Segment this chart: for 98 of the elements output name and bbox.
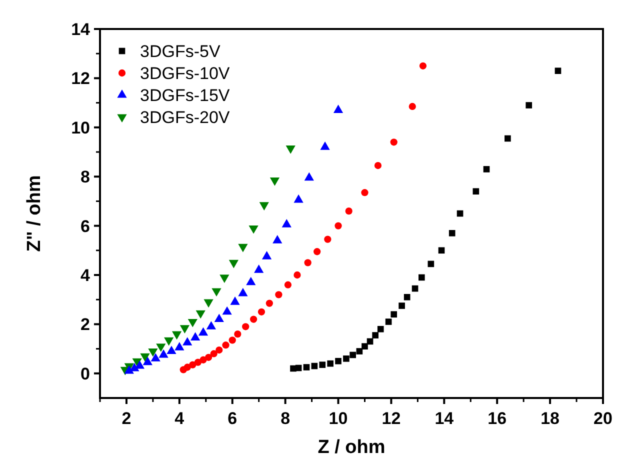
point <box>250 316 258 323</box>
point <box>304 259 312 266</box>
legend-label: 3DGFs-10V <box>140 64 230 83</box>
point <box>294 271 301 279</box>
point <box>206 321 216 330</box>
point <box>327 360 334 367</box>
point <box>228 336 236 344</box>
y-tick-label: 0 <box>80 364 90 384</box>
point <box>266 300 273 307</box>
y-tick-label: 4 <box>80 266 91 285</box>
x-tick-label: 12 <box>382 409 401 428</box>
point <box>334 222 342 230</box>
point <box>419 62 427 70</box>
x-tick-label: 20 <box>594 409 612 428</box>
point <box>438 247 445 254</box>
x-tick-label: 8 <box>280 409 290 428</box>
point <box>350 352 356 358</box>
x-tick-label: 10 <box>328 409 348 428</box>
point <box>345 207 352 215</box>
x-tick-label: 4 <box>174 409 185 428</box>
x-tick-label: 16 <box>488 409 507 428</box>
legend-label: 3DGFs-20V <box>140 108 230 127</box>
point <box>483 166 490 172</box>
point <box>335 358 342 364</box>
point <box>526 102 532 108</box>
point <box>412 285 418 292</box>
point <box>242 323 250 330</box>
point <box>238 288 248 296</box>
point <box>275 291 282 298</box>
point <box>333 104 344 113</box>
point <box>222 306 232 315</box>
point <box>448 230 456 236</box>
legend-label: 3DGFs-5V <box>140 42 221 61</box>
point <box>361 189 368 196</box>
point <box>377 326 384 332</box>
point <box>404 294 410 300</box>
point <box>174 342 184 350</box>
point <box>319 362 326 368</box>
point <box>134 360 145 369</box>
point <box>246 276 256 286</box>
point <box>254 264 264 273</box>
point <box>390 311 398 318</box>
point <box>320 142 330 150</box>
point <box>554 68 562 74</box>
x-tick-label: 6 <box>228 409 238 428</box>
x-axis-title: Z / ohm <box>318 437 386 458</box>
point <box>324 236 332 243</box>
point <box>295 364 302 372</box>
point <box>234 330 242 338</box>
point <box>304 172 314 181</box>
point <box>408 102 416 110</box>
point <box>428 260 434 268</box>
point <box>472 188 480 195</box>
y-axis-title: Z" / ohm <box>24 175 45 252</box>
point <box>398 302 405 309</box>
y-tick-label: 14 <box>71 20 91 39</box>
point <box>456 210 464 217</box>
point <box>374 162 382 170</box>
point <box>230 296 240 305</box>
x-tick-label: 18 <box>540 409 560 428</box>
legend-label: 3DGFs-15V <box>140 86 230 105</box>
point <box>303 364 310 370</box>
point <box>150 353 160 362</box>
point <box>282 219 292 228</box>
point <box>142 356 152 366</box>
y-tick-label: 2 <box>80 315 90 334</box>
x-tick-label: 2 <box>122 409 132 428</box>
point <box>214 314 224 322</box>
point <box>504 135 511 142</box>
point <box>216 346 223 354</box>
point <box>362 343 368 350</box>
point <box>272 235 282 244</box>
point <box>314 248 321 256</box>
point <box>190 332 200 341</box>
point <box>294 194 304 203</box>
point <box>343 355 350 362</box>
point <box>182 337 192 346</box>
point <box>366 338 374 345</box>
point <box>222 342 230 349</box>
point <box>418 274 425 281</box>
point <box>385 318 392 325</box>
point <box>198 327 208 336</box>
point <box>166 346 176 354</box>
point <box>204 354 212 361</box>
point <box>210 350 218 358</box>
point <box>372 332 378 338</box>
point <box>262 251 272 260</box>
y-tick-label: 10 <box>71 118 90 138</box>
point <box>356 348 363 354</box>
x-tick-label: 14 <box>434 409 454 428</box>
point <box>258 308 266 316</box>
y-tick-label: 12 <box>71 69 90 88</box>
y-tick-label: 6 <box>80 216 90 236</box>
point <box>311 362 318 370</box>
point <box>158 349 168 358</box>
point <box>284 281 292 288</box>
y-tick-label: 8 <box>80 168 90 187</box>
point <box>390 138 398 146</box>
